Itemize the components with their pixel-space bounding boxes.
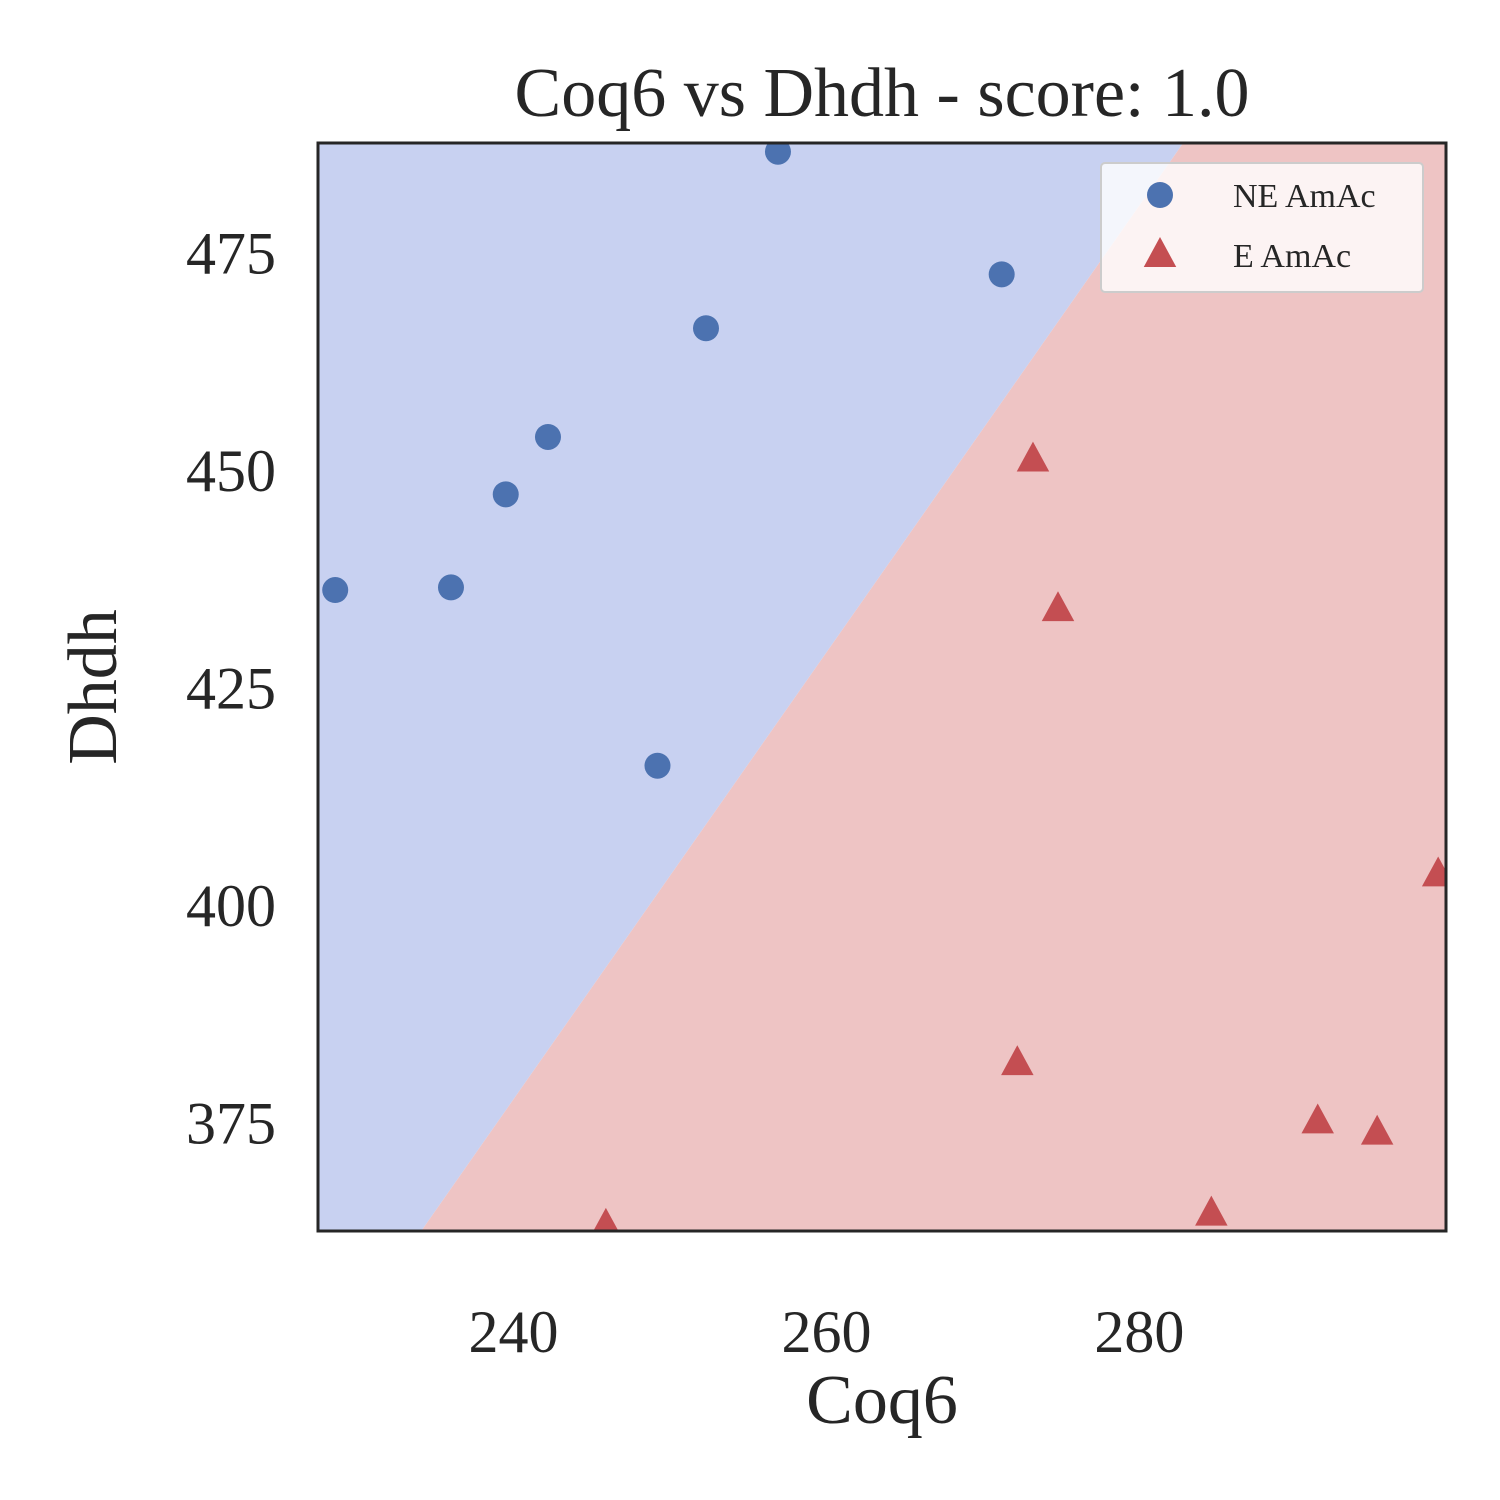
legend-label-0: NE AmAc <box>1233 178 1376 215</box>
data-point-e-amac-4 <box>1195 1195 1228 1226</box>
legend-marker-0 <box>1147 182 1173 208</box>
y-tick-label-2: 425 <box>186 655 276 721</box>
data-point-e-amac-2 <box>1016 441 1050 472</box>
y-tick-label-4: 475 <box>186 221 276 287</box>
data-point-e-amac-0 <box>593 1207 619 1231</box>
data-points <box>322 143 1446 1231</box>
legend-entries: NE AmAc E AmAc <box>1143 178 1376 275</box>
data-point-e-amac-6 <box>1360 1114 1394 1145</box>
data-point-ne-amac-1 <box>437 574 464 601</box>
legend-box <box>1100 162 1424 293</box>
data-point-ne-amac-2 <box>492 481 519 508</box>
decision-region-e-amac <box>421 143 1446 1231</box>
data-point-ne-amac-3 <box>534 423 561 450</box>
y-tick-label-3: 450 <box>186 438 276 504</box>
legend-marker-1 <box>1143 237 1177 267</box>
plot-area <box>318 143 1446 1231</box>
decision-region-ne-amac <box>318 143 1184 1231</box>
data-point-e-amac-7 <box>1421 856 1446 887</box>
data-point-ne-amac-0 <box>322 577 349 604</box>
y-tick-label-1: 400 <box>186 873 276 939</box>
x-tick-label-2: 280 <box>1094 1299 1184 1365</box>
data-point-ne-amac-5 <box>692 315 719 342</box>
data-point-ne-amac-4 <box>644 752 671 779</box>
x-tick-label-1: 260 <box>781 1299 871 1365</box>
data-point-e-amac-3 <box>1041 591 1075 622</box>
chart-title: Coq6 vs Dhdh - score: 1.0 <box>515 55 1250 132</box>
x-axis-label: Coq6 <box>806 1362 958 1439</box>
tick-labels: 240 260 280 375 400 425 450 475 <box>186 221 1184 1365</box>
x-tick-label-0: 240 <box>469 1299 559 1365</box>
data-point-ne-amac-6 <box>764 143 791 165</box>
data-point-e-amac-5 <box>1301 1103 1334 1134</box>
axes-frame <box>316 141 1448 1233</box>
y-tick-label-0: 375 <box>186 1090 276 1156</box>
y-axis-label: Dhdh <box>55 609 132 765</box>
data-point-ne-amac-7 <box>988 261 1015 288</box>
legend: NE AmAc E AmAc <box>1100 162 1424 293</box>
legend-label-1: E AmAc <box>1233 238 1351 275</box>
data-point-e-amac-1 <box>1001 1045 1034 1076</box>
